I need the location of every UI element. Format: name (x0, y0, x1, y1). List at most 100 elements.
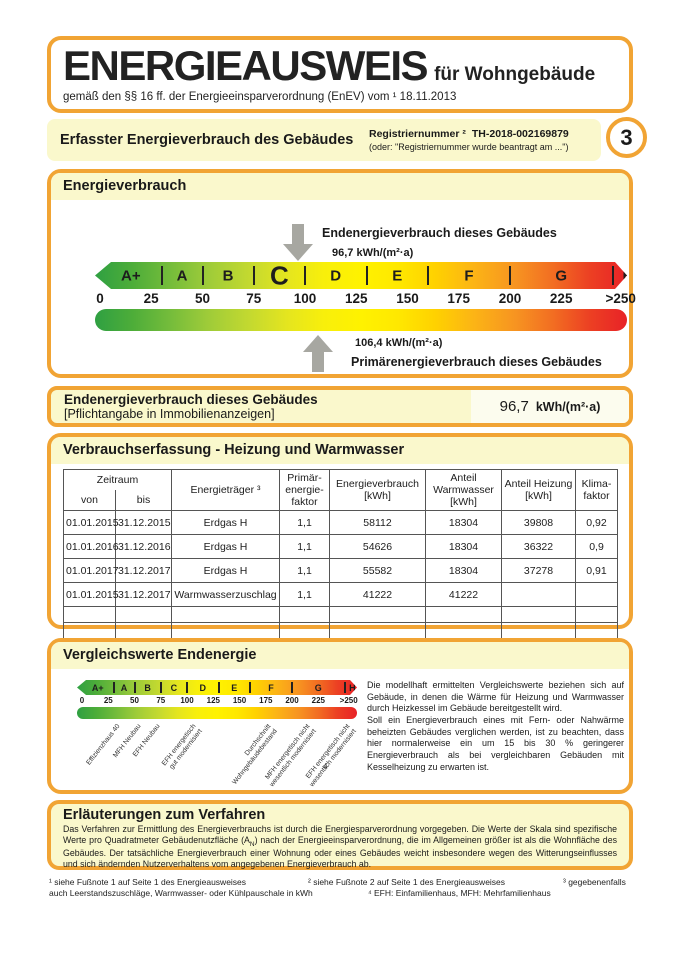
section-band-title: Erfasster Energieverbrauch des Gebäudes (60, 132, 354, 148)
scale-class-letter: E (392, 267, 403, 284)
table-row: 01.01.2015 31.12.2017 Warmwasserzuschlag 1,… (63, 582, 618, 607)
scale-class-letter: D (199, 682, 207, 693)
scale-class-letter: G (314, 682, 322, 693)
table-cell: 01.01.2017 (63, 558, 119, 583)
table-cell: 01.01.2015 (63, 582, 119, 607)
table-cell-empty (115, 622, 172, 639)
scale-tick-label: 150 (396, 291, 419, 306)
comparison-paragraph-1: Die modellhaft ermittelten Vergleichswer… (367, 680, 624, 714)
table-cell: 54626 (329, 534, 426, 559)
arrow-stem (292, 224, 304, 244)
scale-divider (611, 266, 614, 285)
endenergy-marker-arrow-icon (283, 224, 313, 261)
primary-energy-value: 106,4 kWh/(m²·a) (355, 337, 443, 349)
table-cell-empty (501, 606, 576, 623)
table-cell: 31.12.2015 (115, 510, 172, 535)
scale-tick-label: 150 (232, 696, 247, 705)
table-cell-empty (425, 622, 502, 639)
endenergy-unit: kWh/(m²·a) (535, 399, 601, 414)
scale-class-letter: D (330, 267, 342, 284)
table-cell: 18304 (425, 534, 502, 559)
scale-class-letter: C (270, 260, 289, 290)
scale-tick-label: 50 (194, 291, 211, 306)
col-header-energietraeger: Energieträger ³ (171, 469, 280, 511)
table-cell-empty (279, 622, 330, 639)
scale-tick-label: >250 (339, 696, 358, 705)
scale-class-letter: C (170, 682, 178, 693)
table-cell: 01.01.2015 (63, 510, 119, 535)
scale-tick-label: 200 (285, 696, 299, 705)
verbrauchserfassung-section: Verbrauchserfassung - Heizung und Warmwa… (47, 433, 633, 639)
arrow-stem (312, 352, 324, 372)
scale-class-letter: H (349, 682, 356, 693)
table-cell: 31.12.2017 (115, 582, 172, 607)
registry-label: Registriernummer ² (369, 128, 466, 140)
erlaeuterungen-text-pre: Das Verfahren zur Ermittlung des Energie… (63, 824, 617, 845)
scale-tick-label: 100 (293, 291, 317, 306)
erlaeuterungen-title: Erläuterungen zum Verfahren (63, 807, 266, 823)
table-cell-empty (63, 606, 116, 623)
table-cell: Erdgas H (171, 558, 280, 583)
vergleichswerte-title: Vergleichswerte Endenergie (51, 642, 629, 669)
table-cell (501, 582, 576, 607)
verbrauchserfassung-title: Verbrauchserfassung - Heizung und Warmwa… (51, 437, 629, 464)
scale-class-letter: G (555, 267, 568, 284)
footnote-1: ¹ siehe Fußnote 1 auf Seite 1 des Energi… (49, 877, 247, 887)
scale-class-letter: H (622, 267, 634, 284)
scale-divider (160, 266, 163, 285)
table-cell-empty (329, 606, 426, 623)
table-cell-empty (171, 606, 280, 623)
erlaeuterungen-subscript: N (249, 840, 255, 848)
table-row: 01.01.2017 31.12.2017 Erdgas H 1,1 55582 1830… (63, 558, 618, 583)
pflichtangabe-line1: Endenergieverbrauch dieses Gebäudes (64, 391, 318, 407)
table-row: 01.01.2016 31.12.2016 Erdgas H 1,1 54626 1830… (63, 534, 618, 559)
table-cell: 18304 (425, 510, 502, 535)
col-header-klimafaktor: Klima- faktor (575, 469, 618, 511)
vergleichswerte-section: Vergleichswerte Endenergie A+ A B C D E F G H 0 25… (47, 638, 633, 794)
table-cell: 55582 (329, 558, 426, 583)
arrow-head (303, 335, 333, 352)
table-cell: 18304 (425, 558, 502, 583)
scale-divider (201, 266, 204, 285)
scale-letter-bar: A+ A B C D E F G H (77, 680, 357, 695)
scale-divider (343, 682, 346, 693)
col-header-primaerfaktor: Primär- energie- faktor (279, 469, 330, 511)
primary-energy-marker-arrow-icon (303, 335, 333, 372)
table-cell: 0,91 (575, 558, 618, 583)
scale-divider (159, 682, 162, 693)
comparison-scale: A+ A B C D E F G H 0 25 50 75 100 125 150 175 200 225 >250 (77, 680, 358, 719)
registry-alt: (oder: "Registriernummer wurde beantragt… (369, 142, 569, 152)
table-cell: 31.12.2017 (115, 558, 172, 583)
col-header-anteil-warmwasser: Anteil Warmwasser [kWh] (425, 469, 502, 511)
table-cell: 1,1 (279, 582, 330, 607)
table-row-empty (63, 606, 618, 623)
table-cell: 01.01.2016 (63, 534, 119, 559)
footnote-3-continued: auch Leerstandszuschläge, Warmwasser- od… (49, 888, 313, 898)
table-cell: 41222 (425, 582, 502, 607)
table-cell: 1,1 (279, 558, 330, 583)
scale-class-letter: B (222, 267, 234, 284)
table-cell: 36322 (501, 534, 576, 559)
table-cell: 0,9 (575, 534, 618, 559)
scale-class-letter: B (144, 682, 151, 693)
col-header-von: von (63, 490, 116, 511)
endenergy-value: 96,7 kWh/(m²·a) (332, 247, 414, 259)
scale-divider (252, 266, 255, 285)
section-band: Erfasster Energieverbrauch des Gebäudes … (47, 119, 601, 161)
endenergy-value-box: 96,7 kWh/(m²·a) (471, 390, 629, 423)
primary-energy-label: Primärenergieverbrauch dieses Gebäudes (351, 355, 602, 369)
scale-class-letter: A (120, 682, 128, 693)
table-row-empty (63, 622, 618, 639)
scale-divider (249, 682, 251, 693)
erlaeuterungen-section: Erläuterungen zum Verfahren Das Verfahre… (47, 800, 633, 870)
table-cell: 41222 (329, 582, 426, 607)
scale-tick-label: >250 (605, 291, 636, 306)
pflichtangabe-text: Endenergieverbrauch dieses Gebäudes [Pfl… (51, 392, 318, 422)
energieverbrauch-title: Energieverbrauch (51, 173, 629, 200)
registry-block: Registriernummer ² TH-2018-002169879 (ode… (369, 128, 601, 152)
scale-gradient-bar (77, 707, 357, 719)
comparison-paragraph-2: Soll ein Energieverbrauch eines mit Fern… (367, 715, 624, 772)
footnote-4: ⁴ EFH: Einfamilienhaus, MFH: Mehrfamilie… (368, 888, 551, 898)
table-cell-empty (575, 606, 618, 623)
table-cell: 31.12.2016 (115, 534, 172, 559)
